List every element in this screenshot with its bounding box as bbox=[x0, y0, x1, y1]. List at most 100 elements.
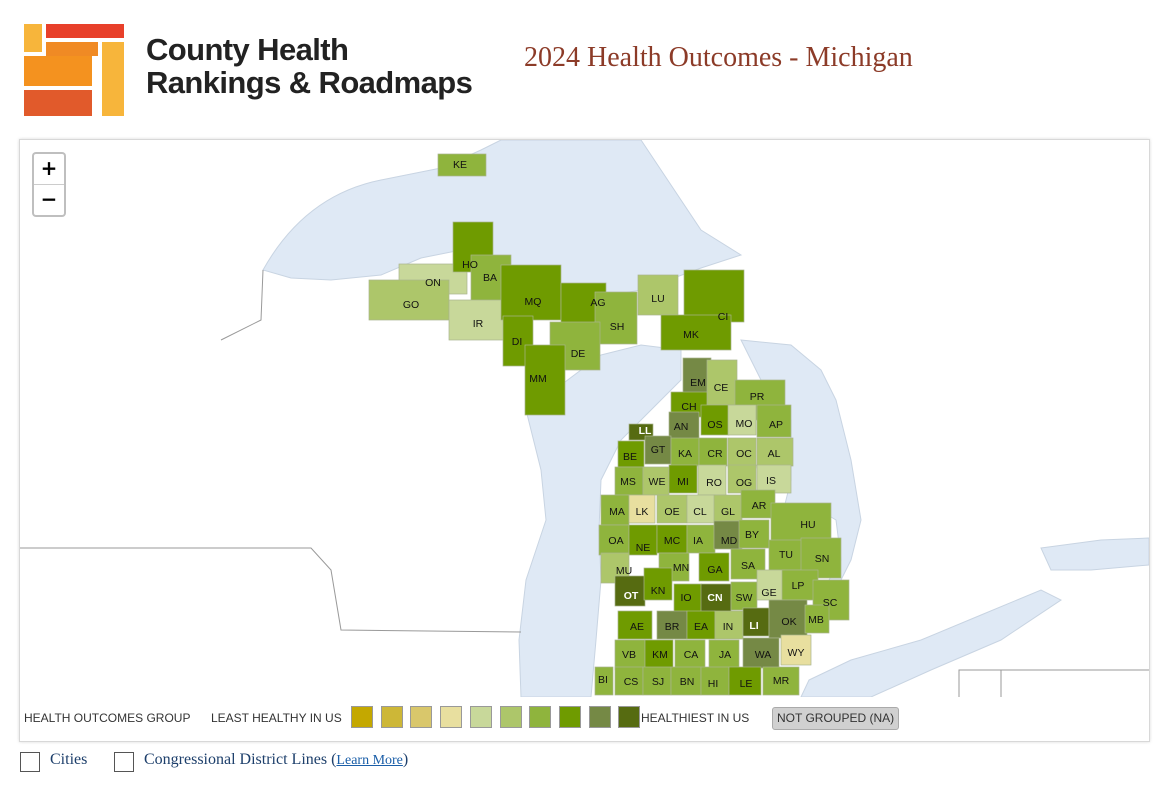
county-io[interactable] bbox=[673, 583, 703, 613]
county-label-sc: SC bbox=[823, 597, 838, 609]
page-title: 2024 Health Outcomes - Michigan bbox=[524, 42, 913, 73]
county-mb[interactable] bbox=[804, 604, 830, 634]
county-be[interactable] bbox=[617, 440, 645, 468]
county-ci[interactable] bbox=[683, 269, 745, 323]
county-bi[interactable] bbox=[594, 666, 614, 696]
county-ne[interactable] bbox=[628, 524, 658, 556]
county-label-bi: BI bbox=[598, 674, 608, 686]
county-label-is: IS bbox=[766, 475, 776, 487]
county-mr[interactable] bbox=[762, 666, 800, 696]
county-oa[interactable] bbox=[598, 524, 630, 556]
county-label-ne: NE bbox=[636, 542, 651, 554]
county-ir[interactable] bbox=[448, 299, 508, 341]
county-ca[interactable] bbox=[674, 639, 706, 669]
county-mm[interactable] bbox=[524, 344, 566, 416]
county-cn[interactable] bbox=[700, 583, 732, 613]
county-ro[interactable] bbox=[697, 464, 727, 496]
county-label-sw: SW bbox=[736, 592, 753, 604]
county-lp[interactable] bbox=[781, 569, 819, 601]
county-label-ap: AP bbox=[769, 419, 783, 431]
zoom-control: + − bbox=[32, 152, 66, 217]
county-hi[interactable] bbox=[700, 666, 730, 696]
legend-healthiest-label: HEALTHIEST IN US bbox=[641, 711, 750, 725]
county-ap[interactable] bbox=[756, 404, 792, 438]
chr-logo bbox=[24, 24, 124, 116]
county-label-ok: OK bbox=[781, 616, 796, 628]
county-sh[interactable] bbox=[594, 291, 638, 345]
cities-label: Cities bbox=[50, 751, 88, 768]
county-le[interactable] bbox=[728, 666, 762, 696]
county-label-hi: HI bbox=[708, 678, 719, 690]
county-label-gt: GT bbox=[651, 444, 666, 456]
county-label-ar: AR bbox=[752, 500, 767, 512]
districts-checkbox[interactable] bbox=[114, 752, 134, 772]
michigan-county-map[interactable]: KE ON GO HO BA IR MQ AG LU CI SH DI DE MK MM EM CE CH PR OS… bbox=[20, 140, 1149, 697]
zoom-out-button[interactable]: − bbox=[40, 187, 58, 211]
county-vb[interactable] bbox=[614, 639, 646, 671]
county-ka[interactable] bbox=[670, 437, 700, 467]
county-cs[interactable] bbox=[614, 666, 644, 696]
county-lu[interactable] bbox=[637, 274, 679, 316]
legend-least-label: LEAST HEALTHY IN US bbox=[211, 711, 342, 725]
county-em[interactable] bbox=[682, 357, 712, 399]
county-mo[interactable] bbox=[727, 404, 757, 436]
county-ke[interactable] bbox=[437, 153, 487, 177]
county-mi[interactable] bbox=[668, 464, 698, 494]
county-label-em: EM bbox=[690, 377, 706, 389]
county-os[interactable] bbox=[700, 404, 730, 436]
brand-line-1: County Health bbox=[146, 32, 349, 67]
county-ja[interactable] bbox=[708, 639, 740, 669]
county-label-cr: CR bbox=[707, 448, 723, 460]
map-panel: KE ON GO HO BA IR MQ AG LU CI SH DI DE MK MM EM CE CH PR OS… bbox=[19, 139, 1150, 742]
county-label-sh: SH bbox=[610, 321, 625, 333]
county-mk[interactable] bbox=[660, 314, 732, 351]
county-ea[interactable] bbox=[686, 610, 716, 640]
county-label-os: OS bbox=[707, 419, 722, 431]
zoom-in-button[interactable]: + bbox=[34, 154, 64, 185]
legend-swatch-9 bbox=[588, 706, 611, 728]
county-oe[interactable] bbox=[656, 494, 688, 524]
county-label-ge: GE bbox=[761, 587, 776, 599]
county-label-be: BE bbox=[623, 451, 637, 463]
county-label-ch: CH bbox=[681, 401, 696, 413]
county-og[interactable] bbox=[727, 464, 757, 494]
county-cl[interactable] bbox=[686, 494, 716, 524]
county-ga[interactable] bbox=[698, 552, 730, 582]
county-hu[interactable] bbox=[770, 502, 832, 544]
county-km[interactable] bbox=[644, 639, 674, 669]
county-wy[interactable] bbox=[780, 634, 812, 666]
county-lk[interactable] bbox=[628, 494, 656, 524]
legend-swatch-1 bbox=[351, 706, 373, 728]
county-mq[interactable] bbox=[500, 264, 562, 321]
map-canvas[interactable]: KE ON GO HO BA IR MQ AG LU CI SH DI DE MK MM EM CE CH PR OS… bbox=[20, 140, 1149, 697]
districts-text: Congressional District Lines ( bbox=[144, 751, 337, 768]
county-sj[interactable] bbox=[642, 666, 672, 696]
county-we[interactable] bbox=[642, 466, 670, 496]
county-label-cl: CL bbox=[693, 506, 707, 518]
county-mc[interactable] bbox=[656, 524, 688, 554]
county-sn[interactable] bbox=[800, 537, 842, 579]
cities-checkbox[interactable] bbox=[20, 752, 40, 772]
county-ia[interactable] bbox=[686, 524, 716, 554]
county-ar[interactable] bbox=[740, 489, 776, 519]
county-ae[interactable] bbox=[617, 610, 653, 640]
county-is[interactable] bbox=[756, 464, 792, 494]
legend-swatch-6 bbox=[499, 706, 522, 728]
county-label-md: MD bbox=[721, 535, 738, 547]
county-label-ro: RO bbox=[706, 477, 722, 489]
county-oc[interactable] bbox=[727, 437, 757, 469]
county-gt[interactable] bbox=[644, 435, 672, 465]
learn-more-link[interactable]: Learn More bbox=[336, 753, 403, 768]
county-label-al: AL bbox=[768, 448, 781, 460]
county-kn[interactable] bbox=[643, 567, 673, 601]
county-ce[interactable] bbox=[706, 359, 738, 406]
county-label-mr: MR bbox=[773, 675, 790, 687]
county-go[interactable] bbox=[368, 279, 450, 321]
county-label-io: IO bbox=[680, 592, 691, 604]
county-label-ci: CI bbox=[718, 311, 729, 323]
county-label-tu: TU bbox=[779, 549, 793, 561]
county-md[interactable] bbox=[713, 520, 743, 550]
county-label-ia: IA bbox=[693, 535, 703, 547]
county-wa[interactable] bbox=[742, 637, 780, 669]
county-by[interactable] bbox=[738, 519, 770, 549]
